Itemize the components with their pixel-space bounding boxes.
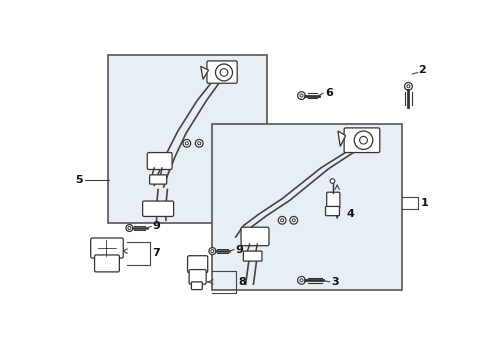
FancyBboxPatch shape [95, 255, 120, 272]
Bar [212, 124, 402, 289]
Circle shape [297, 92, 305, 99]
Circle shape [300, 279, 303, 282]
Text: 9: 9 [153, 221, 161, 231]
Circle shape [183, 139, 191, 147]
FancyBboxPatch shape [188, 256, 208, 273]
FancyBboxPatch shape [149, 175, 167, 184]
Circle shape [281, 219, 284, 222]
Circle shape [360, 136, 368, 144]
Circle shape [126, 225, 133, 231]
Circle shape [185, 142, 188, 145]
Text: 3: 3 [331, 277, 339, 287]
Circle shape [290, 216, 297, 224]
FancyBboxPatch shape [327, 192, 340, 208]
Text: 8: 8 [238, 277, 245, 287]
Circle shape [128, 226, 131, 230]
FancyBboxPatch shape [244, 251, 262, 261]
Circle shape [211, 249, 214, 253]
Circle shape [216, 64, 233, 81]
Circle shape [354, 131, 373, 149]
FancyBboxPatch shape [147, 153, 172, 170]
Text: 4: 4 [346, 209, 354, 219]
FancyBboxPatch shape [192, 282, 202, 289]
Circle shape [278, 216, 286, 224]
Circle shape [407, 85, 410, 88]
Circle shape [330, 179, 335, 183]
Text: 9: 9 [236, 244, 244, 255]
Bar [108, 55, 267, 222]
Circle shape [220, 69, 228, 76]
Circle shape [209, 248, 216, 255]
Text: 1: 1 [421, 198, 429, 208]
Circle shape [300, 94, 303, 97]
Text: 5: 5 [75, 175, 83, 185]
Circle shape [297, 276, 305, 284]
Circle shape [197, 142, 201, 145]
FancyBboxPatch shape [189, 270, 206, 284]
FancyBboxPatch shape [91, 238, 123, 258]
Circle shape [196, 139, 203, 147]
FancyBboxPatch shape [325, 206, 340, 216]
Text: 6: 6 [325, 88, 333, 98]
FancyBboxPatch shape [143, 201, 173, 216]
Text: 2: 2 [418, 65, 425, 75]
FancyBboxPatch shape [241, 227, 269, 246]
Circle shape [405, 82, 412, 90]
Polygon shape [201, 66, 209, 80]
FancyBboxPatch shape [207, 61, 237, 83]
Polygon shape [338, 131, 345, 147]
FancyBboxPatch shape [344, 128, 380, 153]
Circle shape [292, 219, 295, 222]
Text: 7: 7 [153, 248, 160, 258]
